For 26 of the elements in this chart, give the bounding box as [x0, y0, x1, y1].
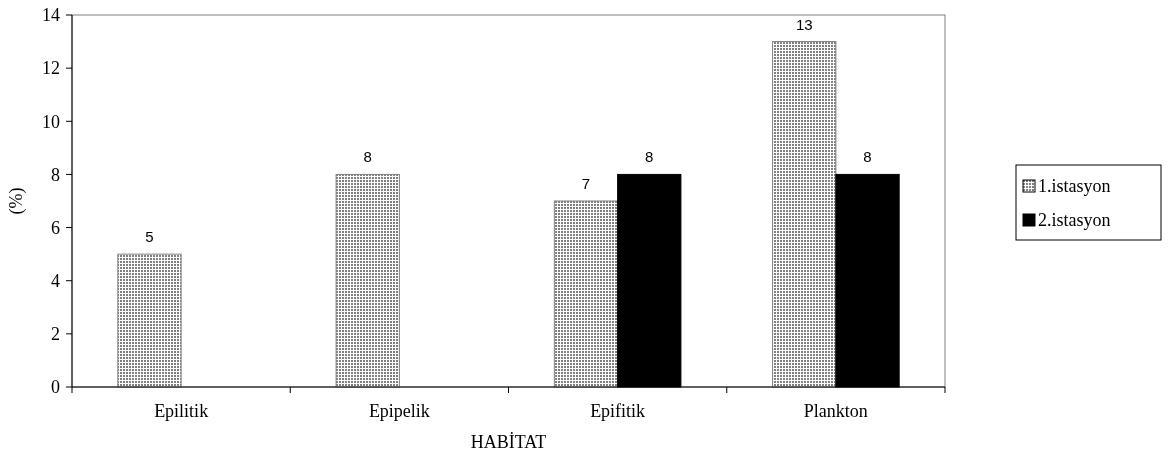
x-tick-label: Epifitik	[590, 401, 646, 421]
bar	[335, 173, 400, 388]
data-label: 8	[863, 148, 872, 166]
x-tick-label: Plankton	[803, 401, 868, 421]
bar	[553, 200, 619, 388]
y-tick-label: 2	[51, 324, 60, 345]
data-label: 8	[363, 148, 372, 166]
x-tick-label: Epipelik	[368, 401, 430, 421]
data-label: 5	[145, 228, 154, 246]
y-axis-title: (%)	[6, 187, 27, 215]
data-label: 7	[581, 175, 591, 192]
y-tick-label: 0	[51, 377, 60, 398]
legend-label: 1.istasyon	[1038, 176, 1111, 197]
y-tick-label: 8	[51, 164, 60, 185]
y-tick-label: 12	[42, 58, 60, 79]
y-tick-label: 4	[51, 271, 60, 292]
y-tick-label: 10	[42, 111, 60, 132]
y-tick-label: 6	[51, 217, 60, 238]
x-tick-label: Epilitik	[154, 401, 209, 421]
data-label: 8	[645, 148, 654, 166]
x-axis-title: HABİTAT	[470, 432, 547, 452]
bar	[772, 41, 837, 388]
data-label: 13	[795, 15, 813, 33]
y-tick-label: 14	[42, 5, 60, 26]
bar	[117, 253, 182, 388]
legend-label: 2.istasyon	[1038, 210, 1111, 231]
